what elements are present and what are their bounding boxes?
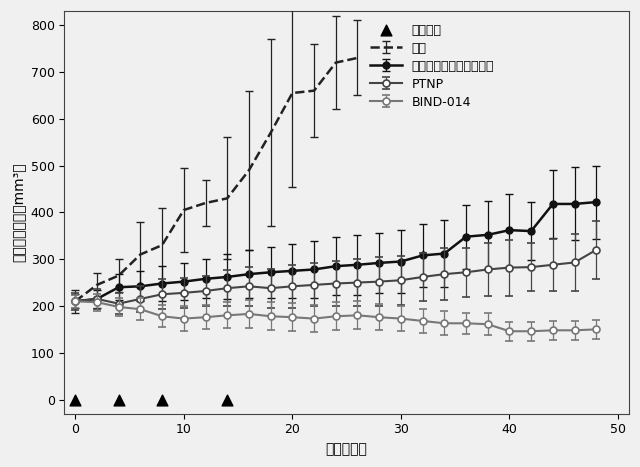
- Y-axis label: 平均腫瘾容積（mm³）: 平均腫瘾容積（mm³）: [11, 163, 25, 262]
- 投与日数: [113, 396, 124, 403]
- Legend: 投与日数, 対照, ドセタキセル（従来品）, PTNP, BIND-014: 投与日数, 対照, ドセタキセル（従来品）, PTNP, BIND-014: [364, 17, 500, 115]
- 投与日数: [222, 396, 232, 403]
- X-axis label: 時間（日）: 時間（日）: [326, 442, 367, 456]
- 投与日数: [157, 396, 167, 403]
- 投与日数: [70, 396, 81, 403]
